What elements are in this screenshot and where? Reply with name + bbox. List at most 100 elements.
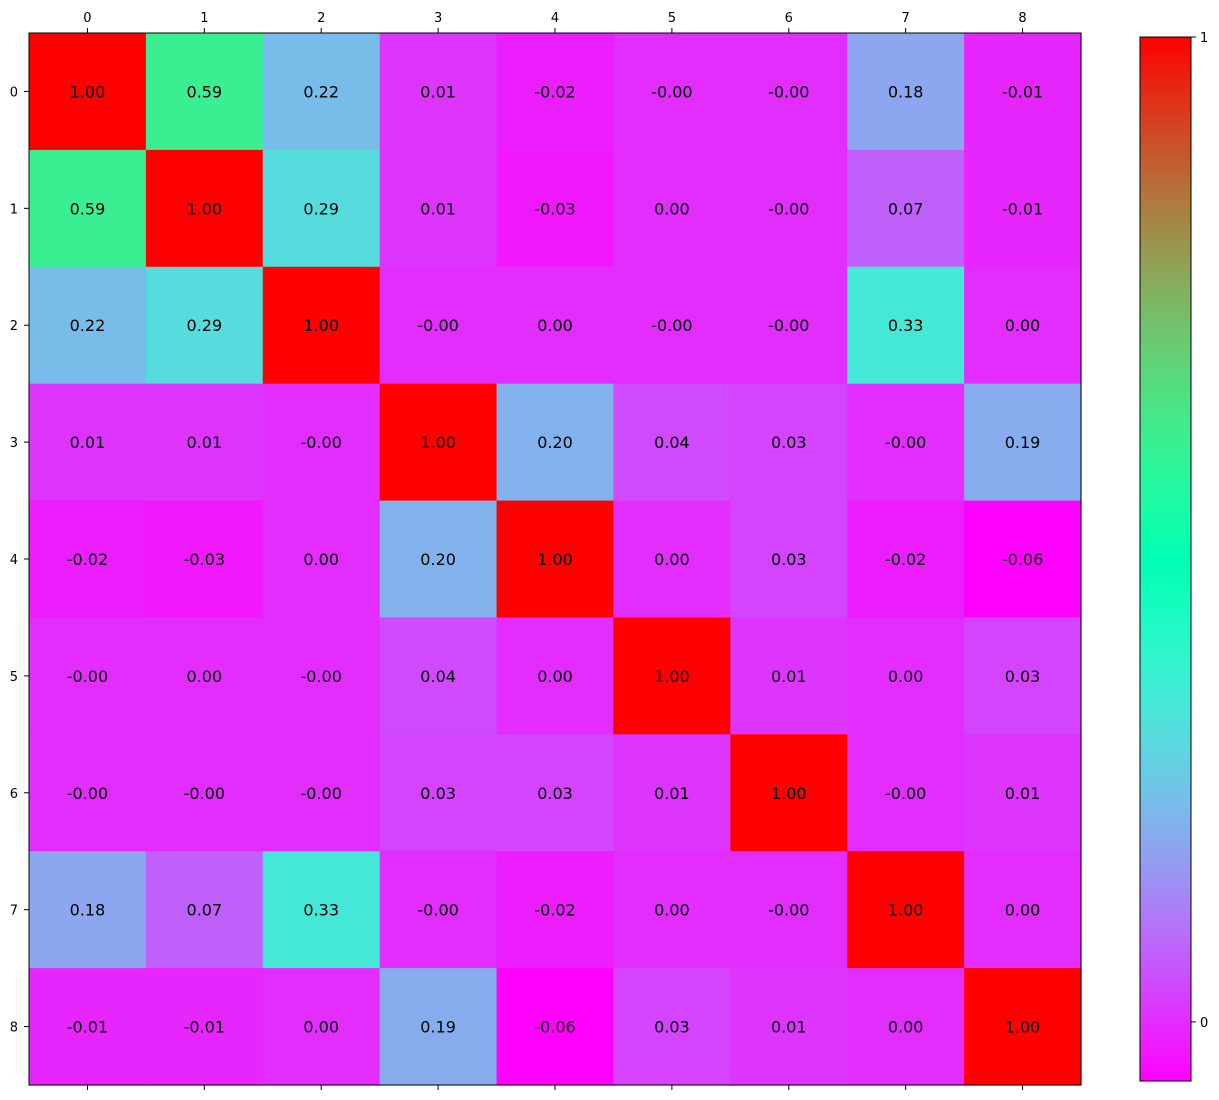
heatmap-cell-5-5 [613,617,731,735]
cell-value-label-2-5: -0.00 [651,316,692,335]
heatmap-cell-3-1 [145,383,264,502]
heatmap-cell-0-5 [613,33,731,151]
x-tick-label-3: 3 [434,11,442,26]
cell-value-label-6-6: 1.00 [771,784,807,803]
heatmap-cell-0-6 [730,33,848,151]
cell-value-label-2-7: 0.33 [888,316,924,335]
y-tick-label-7: 7 [10,904,18,919]
cell-value-label-1-7: 0.07 [888,199,924,218]
heatmap-cell-3-7 [847,383,965,502]
heatmap-cell-4-2 [262,500,381,619]
cell-value-label-7-6: -0.00 [768,901,809,920]
heatmap-cell-7-4 [496,851,615,969]
cell-value-label-1-0: 0.59 [70,199,106,218]
cell-value-label-2-3: -0.00 [417,316,458,335]
cell-value-label-8-5: 0.03 [654,1018,690,1037]
heatmap-cell-7-0 [29,851,147,969]
heatmap-cell-6-2 [262,734,381,852]
heatmap-cell-7-6 [730,851,848,969]
heatmap-cell-3-2 [262,383,381,502]
y-tick-label-0: 0 [10,85,18,100]
cell-value-label-3-7: -0.00 [885,433,926,452]
cell-value-label-5-6: 0.01 [771,667,807,686]
cell-value-label-7-2: 0.33 [303,901,339,920]
y-tick-label-2: 2 [10,319,18,334]
cell-value-label-3-6: 0.03 [771,433,807,452]
cell-value-label-4-6: 0.03 [771,550,807,569]
cell-value-label-3-8: 0.19 [1005,433,1041,452]
cell-value-label-6-7: -0.00 [885,784,926,803]
cell-value-label-0-1: 0.59 [187,82,223,101]
cell-value-label-3-4: 0.20 [537,433,573,452]
heatmap-cell-7-5 [613,851,731,969]
cell-value-label-5-3: 0.04 [420,667,456,686]
cell-value-label-6-2: -0.00 [301,784,342,803]
heatmap-cell-6-6 [730,734,848,852]
cell-value-label-8-3: 0.19 [420,1018,456,1037]
cell-value-label-6-8: 0.01 [1005,784,1041,803]
cell-value-label-1-8: -0.01 [1002,199,1043,218]
heatmap-cell-2-4 [496,266,615,385]
heatmap-cell-4-1 [145,500,264,619]
cell-value-label-5-0: -0.00 [67,667,108,686]
heatmap-cell-8-4 [496,968,615,1086]
cell-value-label-5-4: 0.00 [537,667,573,686]
heatmap-cell-0-8 [964,33,1082,151]
heatmap-cell-2-7 [847,266,965,385]
cell-value-label-2-6: -0.00 [768,316,809,335]
cell-value-label-2-4: 0.00 [537,316,573,335]
heatmap-cell-7-7 [847,851,965,969]
cell-value-label-4-3: 0.20 [420,550,456,569]
heatmap-cell-1-1 [145,149,264,268]
heatmap-cell-4-4 [496,500,615,619]
cell-value-label-8-6: 0.01 [771,1018,807,1037]
cell-value-label-5-7: 0.00 [888,667,924,686]
cell-value-label-4-7: -0.02 [885,550,926,569]
x-tick-label-1: 1 [200,11,208,26]
x-tick-label-4: 4 [551,11,559,26]
cell-value-label-7-1: 0.07 [187,901,223,920]
x-tick-label-0: 0 [83,11,91,26]
cell-value-label-6-5: 0.01 [654,784,690,803]
heatmap-cell-5-2 [262,617,381,735]
cell-value-label-1-5: 0.00 [654,199,690,218]
cell-value-label-7-7: 1.00 [888,901,924,920]
heatmap-cell-5-6 [730,617,848,735]
cell-value-label-8-2: 0.00 [303,1018,339,1037]
heatmap-cell-5-1 [145,617,264,735]
heatmap-cell-1-6 [730,149,848,268]
cell-value-label-6-3: 0.03 [420,784,456,803]
cell-value-label-5-1: 0.00 [187,667,223,686]
heatmap-cell-0-1 [145,33,264,151]
heatmap-cell-0-0 [29,33,147,151]
y-tick-label-8: 8 [10,1021,18,1036]
cell-value-label-4-2: 0.00 [303,550,339,569]
x-tick-label-8: 8 [1018,11,1026,26]
heatmap-cell-1-3 [379,149,498,268]
x-tick-label-7: 7 [902,11,910,26]
heatmap-cell-7-1 [145,851,264,969]
heatmap-cell-4-5 [613,500,731,619]
x-axis-ticks: 0 1 2 3 4 5 6 7 8 [83,11,1027,1090]
cell-value-label-8-0: -0.01 [67,1018,108,1037]
heatmap-cell-6-3 [379,734,498,852]
cell-value-label-1-2: 0.29 [303,199,339,218]
y-tick-label-6: 6 [10,787,18,802]
heatmap-cell-2-3 [379,266,498,385]
colorbar [1139,36,1192,1082]
cell-value-label-3-3: 1.00 [420,433,456,452]
cell-value-label-0-2: 0.22 [303,82,339,101]
cell-value-label-0-4: -0.02 [534,82,575,101]
cell-value-label-0-7: 0.18 [888,82,924,101]
heatmap-cell-5-3 [379,617,498,735]
cell-value-label-8-1: -0.01 [184,1018,225,1037]
heatmap-cell-6-4 [496,734,615,852]
heatmap-cell-1-5 [613,149,731,268]
cell-value-label-8-7: 0.00 [888,1018,924,1037]
heatmap-cell-3-3 [379,383,498,502]
heatmap-cell-7-2 [262,851,381,969]
cell-value-label-4-4: 1.00 [537,550,573,569]
y-tick-label-3: 3 [10,436,18,451]
heatmap-cell-6-0 [29,734,147,852]
cell-value-label-6-0: -0.00 [67,784,108,803]
